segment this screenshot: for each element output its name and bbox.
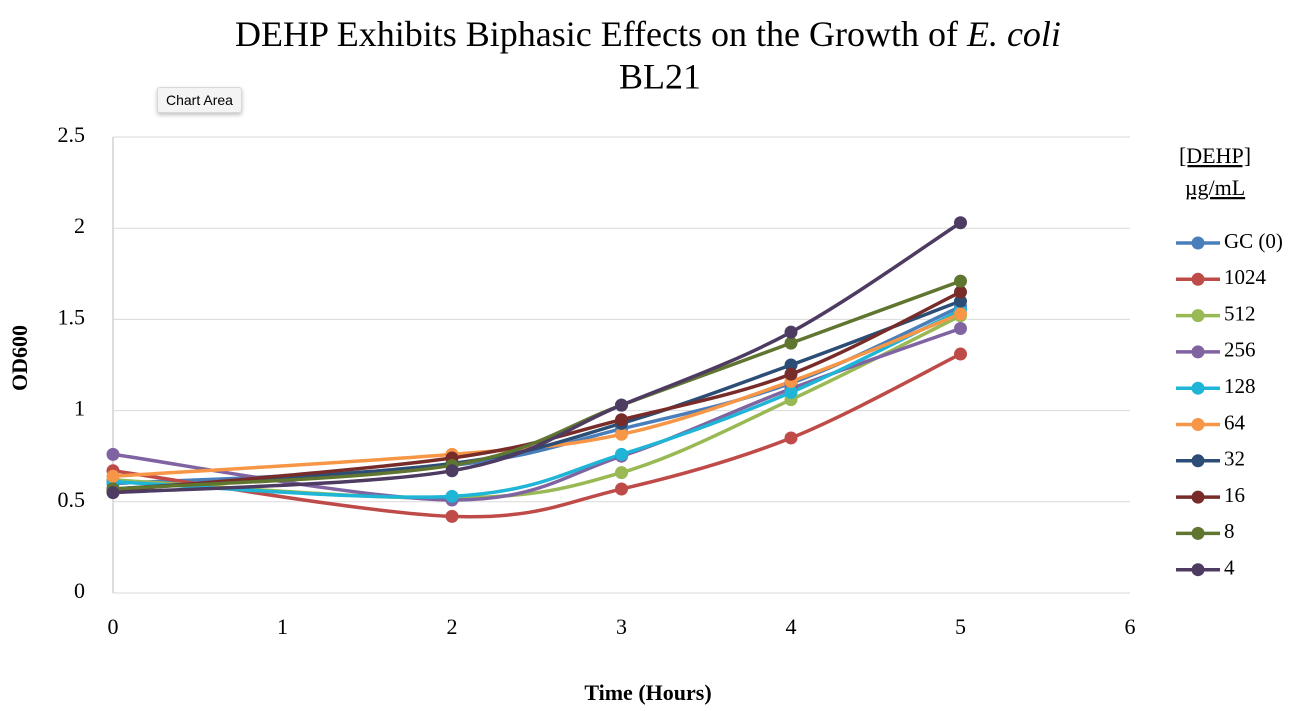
chart-title: DEHP Exhibits Biphasic Effects on the Gr… <box>235 14 1061 54</box>
x-tick-label: 2 <box>447 614 458 639</box>
series-line <box>112 308 962 499</box>
data-point <box>445 509 459 523</box>
tooltip: Chart Area <box>157 87 242 113</box>
data-point <box>615 482 628 496</box>
data-point <box>784 325 798 339</box>
y-tick-label: 2 <box>74 213 85 238</box>
legend-marker <box>1191 490 1205 504</box>
series-line <box>112 290 962 493</box>
x-tick-label: 1 <box>277 614 288 639</box>
data-point <box>784 385 798 399</box>
legend-label: 256 <box>1224 338 1256 362</box>
series-line <box>112 279 962 491</box>
y-tick-label: 2.5 <box>58 122 86 147</box>
y-tick-label: 1 <box>74 396 85 421</box>
data-point <box>106 486 120 500</box>
legend-marker <box>1191 345 1205 359</box>
legend-label: 4 <box>1224 556 1235 580</box>
data-point <box>615 466 628 480</box>
data-point <box>445 464 459 478</box>
data-point <box>784 358 798 372</box>
legend-label: GC (0) <box>1224 229 1283 253</box>
legend-marker <box>1191 418 1205 431</box>
legend-label: 512 <box>1224 301 1256 325</box>
legend-title: µg/mL <box>1185 175 1245 200</box>
data-point <box>954 347 967 361</box>
x-tick-label: 3 <box>616 614 627 639</box>
data-point <box>106 447 120 461</box>
y-tick-label: 1.5 <box>58 304 86 329</box>
legend-marker <box>1191 526 1205 540</box>
data-point <box>615 427 628 441</box>
chart-title-line2: BL21 <box>619 56 701 96</box>
x-tick-label: 4 <box>786 614 797 639</box>
x-tick-label: 0 <box>108 614 119 639</box>
legend-marker <box>1191 454 1205 468</box>
series-line <box>112 299 962 491</box>
series-line <box>112 221 962 495</box>
data-point <box>954 307 967 321</box>
data-point <box>954 322 967 336</box>
legend-title: [DEHP] <box>1179 143 1251 168</box>
data-point <box>954 274 967 288</box>
data-point <box>954 285 967 299</box>
data-point <box>615 447 628 461</box>
data-point <box>954 216 967 230</box>
series-line <box>112 352 962 519</box>
legend-marker <box>1191 236 1205 250</box>
legend-marker <box>1191 381 1205 395</box>
x-axis-title: Time (Hours) <box>584 680 711 705</box>
legend-label: 8 <box>1224 519 1235 543</box>
legend-label: 32 <box>1224 447 1245 471</box>
legend-label: 1024 <box>1224 265 1267 289</box>
y-axis-title: OD600 <box>7 325 32 391</box>
series-line <box>112 305 962 486</box>
y-tick-label: 0.5 <box>58 487 86 512</box>
x-tick-label: 5 <box>955 614 966 639</box>
series-line <box>112 312 962 479</box>
title-text: DEHP Exhibits Biphasic Effects on the Gr… <box>235 14 958 54</box>
y-tick-label: 0 <box>74 578 85 603</box>
title-italic: E. coli <box>966 14 1061 54</box>
legend-marker <box>1191 272 1205 286</box>
data-point <box>784 367 798 381</box>
data-point <box>106 469 120 483</box>
series-line <box>112 314 962 500</box>
data-point <box>954 294 967 308</box>
x-tick-label: 6 <box>1125 614 1136 639</box>
legend-marker <box>1191 563 1205 577</box>
legend-label: 64 <box>1224 410 1246 434</box>
data-point <box>784 431 798 445</box>
legend-marker <box>1191 309 1205 323</box>
legend-label: 16 <box>1224 483 1245 507</box>
data-point <box>784 336 798 350</box>
data-point <box>615 398 628 412</box>
data-point <box>445 489 459 503</box>
legend-label: 128 <box>1224 374 1256 398</box>
data-point <box>615 413 628 427</box>
